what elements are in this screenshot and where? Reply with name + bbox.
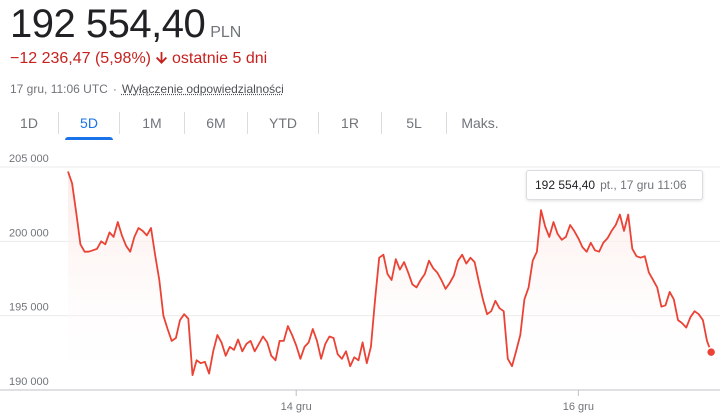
tab-separator — [119, 112, 120, 134]
y-tick-label: 200 000 — [9, 227, 49, 239]
tab-6m[interactable]: 6M — [206, 115, 226, 131]
arrow-down-icon — [156, 51, 167, 68]
tab-separator — [381, 112, 382, 134]
currency-label: PLN — [210, 24, 242, 41]
tab-5d[interactable]: 5D — [59, 106, 119, 140]
price-header: 192 554,40 PLN — [10, 2, 241, 47]
change-period: ostatnie 5 dni — [172, 50, 268, 67]
change-value: −12 236,47 (5,98%) — [10, 50, 151, 67]
price-tooltip: 192 554,40 pt., 17 gru 11:06 — [526, 170, 703, 200]
disclaimer-link[interactable]: Wyłączenie odpowiedzialności — [121, 82, 284, 96]
price-chart[interactable]: 205 000 200 000 195 000 190 000 14 gru 16 gru — [0, 150, 720, 419]
series-line — [67, 171, 712, 376]
tab-separator — [318, 112, 319, 134]
y-tick-label: 195 000 — [9, 302, 49, 314]
tab-separator — [58, 112, 59, 134]
x-tick-label: 14 gru — [281, 401, 312, 413]
tab-separator — [184, 112, 185, 134]
current-price: 192 554,40 — [10, 2, 206, 46]
tab-ytd[interactable]: YTD — [269, 115, 297, 131]
range-tabs: 1D 5D 1M 6M YTD 1R 5L Maks. — [0, 106, 513, 140]
current-point-marker — [705, 346, 717, 358]
tab-5l[interactable]: 5L — [406, 115, 422, 131]
separator: · — [112, 82, 117, 96]
y-tick-label: 190 000 — [9, 376, 49, 388]
y-tick-label: 205 000 — [9, 153, 49, 165]
timestamp: 17 gru, 11:06 UTC — [10, 82, 108, 96]
meta-info: 17 gru, 11:06 UTC · Wyłączenie odpowiedzia… — [10, 82, 284, 96]
tab-separator — [247, 112, 248, 134]
tooltip-time: pt., 17 gru 11:06 — [600, 178, 687, 192]
tab-1m[interactable]: 1M — [142, 115, 162, 131]
tooltip-value: 192 554,40 — [535, 178, 596, 192]
tab-1d[interactable]: 1D — [20, 115, 38, 131]
series-area — [68, 171, 712, 390]
tab-separator — [446, 112, 447, 134]
x-tick-label: 16 gru — [563, 401, 594, 413]
tab-maks[interactable]: Maks. — [461, 115, 499, 131]
tab-1r[interactable]: 1R — [341, 115, 359, 131]
price-change: −12 236,47 (5,98%) ostatnie 5 dni — [10, 50, 267, 68]
